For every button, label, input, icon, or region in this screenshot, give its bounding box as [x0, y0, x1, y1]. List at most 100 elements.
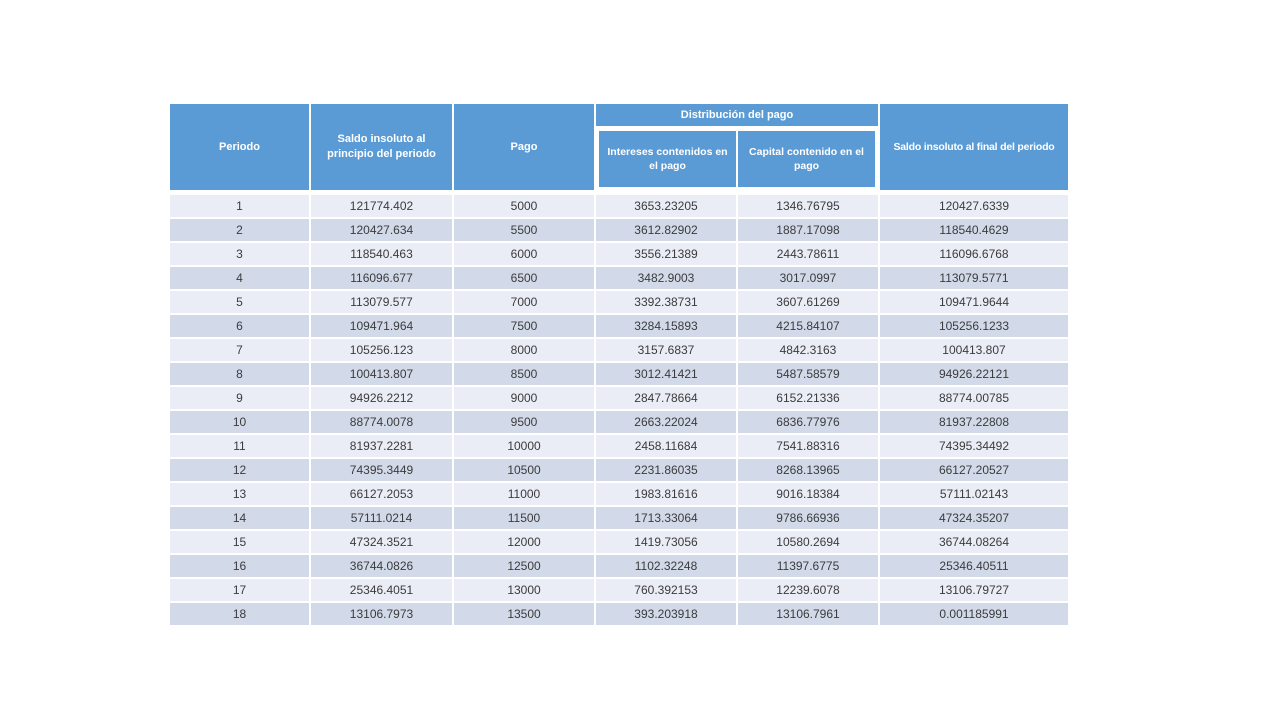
cell-periodo: 6	[170, 315, 309, 337]
cell-periodo: 2	[170, 219, 309, 241]
cell-pago: 6000	[454, 243, 594, 265]
cell-saldo-inicial: 57111.0214	[311, 507, 452, 529]
table-row: 5 113079.577 7000 3392.38731 3607.61269 …	[170, 291, 1068, 313]
cell-capital: 1887.17098	[738, 219, 878, 241]
table-row: 1 121774.402 5000 3653.23205 1346.76795 …	[170, 195, 1068, 217]
cell-saldo-final: 13106.79727	[880, 579, 1068, 601]
cell-saldo-final: 116096.6768	[880, 243, 1068, 265]
cell-capital: 9016.18384	[738, 483, 878, 505]
cell-pago: 8000	[454, 339, 594, 361]
cell-saldo-inicial: 25346.4051	[311, 579, 452, 601]
table-header: Periodo Saldo insoluto al principio del …	[170, 104, 1068, 190]
cell-intereses: 3284.15893	[596, 315, 736, 337]
cell-capital: 10580.2694	[738, 531, 878, 553]
cell-pago: 7000	[454, 291, 594, 313]
cell-intereses: 2663.22024	[596, 411, 736, 433]
table-row: 13 66127.2053 11000 1983.81616 9016.1838…	[170, 483, 1068, 505]
cell-pago: 7500	[454, 315, 594, 337]
cell-saldo-inicial: 116096.677	[311, 267, 452, 289]
table-row: 14 57111.0214 11500 1713.33064 9786.6693…	[170, 507, 1068, 529]
cell-capital: 4842.3163	[738, 339, 878, 361]
header-distribucion-subcolumns: Intereses contenidos en el pago Capital …	[596, 128, 878, 190]
cell-periodo: 18	[170, 603, 309, 625]
cell-saldo-final: 109471.9644	[880, 291, 1068, 313]
table-row: 15 47324.3521 12000 1419.73056 10580.269…	[170, 531, 1068, 553]
cell-intereses: 2231.86035	[596, 459, 736, 481]
table-row: 7 105256.123 8000 3157.6837 4842.3163 10…	[170, 339, 1068, 361]
cell-saldo-final: 36744.08264	[880, 531, 1068, 553]
table-row: 3 118540.463 6000 3556.21389 2443.78611 …	[170, 243, 1068, 265]
cell-periodo: 16	[170, 555, 309, 577]
cell-periodo: 5	[170, 291, 309, 313]
cell-saldo-inicial: 100413.807	[311, 363, 452, 385]
cell-intereses: 3482.9003	[596, 267, 736, 289]
cell-saldo-final: 120427.6339	[880, 195, 1068, 217]
cell-saldo-inicial: 13106.7973	[311, 603, 452, 625]
cell-intereses: 393.203918	[596, 603, 736, 625]
cell-saldo-inicial: 121774.402	[311, 195, 452, 217]
cell-periodo: 15	[170, 531, 309, 553]
cell-saldo-inicial: 118540.463	[311, 243, 452, 265]
cell-intereses: 3012.41421	[596, 363, 736, 385]
cell-saldo-final: 66127.20527	[880, 459, 1068, 481]
cell-pago: 10000	[454, 435, 594, 457]
cell-periodo: 8	[170, 363, 309, 385]
cell-pago: 11500	[454, 507, 594, 529]
cell-saldo-final: 88774.00785	[880, 387, 1068, 409]
cell-capital: 12239.6078	[738, 579, 878, 601]
cell-pago: 11000	[454, 483, 594, 505]
header-saldo-inicial: Saldo insoluto al principio del periodo	[311, 104, 452, 190]
cell-saldo-final: 25346.40511	[880, 555, 1068, 577]
cell-periodo: 13	[170, 483, 309, 505]
cell-saldo-inicial: 66127.2053	[311, 483, 452, 505]
cell-saldo-inicial: 94926.2212	[311, 387, 452, 409]
cell-capital: 6152.21336	[738, 387, 878, 409]
cell-capital: 13106.7961	[738, 603, 878, 625]
cell-periodo: 11	[170, 435, 309, 457]
table-row: 12 74395.3449 10500 2231.86035 8268.1396…	[170, 459, 1068, 481]
cell-saldo-final: 113079.5771	[880, 267, 1068, 289]
table-row: 18 13106.7973 13500 393.203918 13106.796…	[170, 603, 1068, 625]
header-saldo-final: Saldo insoluto al final del periodo	[880, 104, 1068, 190]
cell-pago: 5000	[454, 195, 594, 217]
cell-periodo: 10	[170, 411, 309, 433]
cell-saldo-final: 57111.02143	[880, 483, 1068, 505]
cell-pago: 13500	[454, 603, 594, 625]
cell-saldo-inicial: 74395.3449	[311, 459, 452, 481]
cell-capital: 9786.66936	[738, 507, 878, 529]
table-body: 1 121774.402 5000 3653.23205 1346.76795 …	[170, 195, 1068, 625]
cell-saldo-final: 47324.35207	[880, 507, 1068, 529]
cell-intereses: 1419.73056	[596, 531, 736, 553]
cell-intereses: 2458.11684	[596, 435, 736, 457]
cell-capital: 4215.84107	[738, 315, 878, 337]
cell-saldo-final: 105256.1233	[880, 315, 1068, 337]
cell-periodo: 9	[170, 387, 309, 409]
cell-saldo-inicial: 81937.2281	[311, 435, 452, 457]
cell-intereses: 1102.32248	[596, 555, 736, 577]
table-row: 11 81937.2281 10000 2458.11684 7541.8831…	[170, 435, 1068, 457]
cell-intereses: 1983.81616	[596, 483, 736, 505]
cell-saldo-inicial: 88774.0078	[311, 411, 452, 433]
cell-intereses: 3653.23205	[596, 195, 736, 217]
amortization-table: Periodo Saldo insoluto al principio del …	[170, 104, 1068, 627]
cell-pago: 10500	[454, 459, 594, 481]
table-row: 2 120427.634 5500 3612.82902 1887.17098 …	[170, 219, 1068, 241]
cell-periodo: 14	[170, 507, 309, 529]
table-row: 8 100413.807 8500 3012.41421 5487.58579 …	[170, 363, 1068, 385]
cell-capital: 3607.61269	[738, 291, 878, 313]
cell-capital: 5487.58579	[738, 363, 878, 385]
cell-saldo-inicial: 47324.3521	[311, 531, 452, 553]
cell-pago: 13000	[454, 579, 594, 601]
cell-saldo-inicial: 109471.964	[311, 315, 452, 337]
cell-pago: 5500	[454, 219, 594, 241]
cell-saldo-final: 118540.4629	[880, 219, 1068, 241]
cell-capital: 1346.76795	[738, 195, 878, 217]
cell-capital: 7541.88316	[738, 435, 878, 457]
cell-saldo-inicial: 105256.123	[311, 339, 452, 361]
cell-periodo: 4	[170, 267, 309, 289]
cell-capital: 11397.6775	[738, 555, 878, 577]
cell-saldo-inicial: 36744.0826	[311, 555, 452, 577]
cell-intereses: 3556.21389	[596, 243, 736, 265]
cell-saldo-final: 100413.807	[880, 339, 1068, 361]
cell-saldo-final: 74395.34492	[880, 435, 1068, 457]
